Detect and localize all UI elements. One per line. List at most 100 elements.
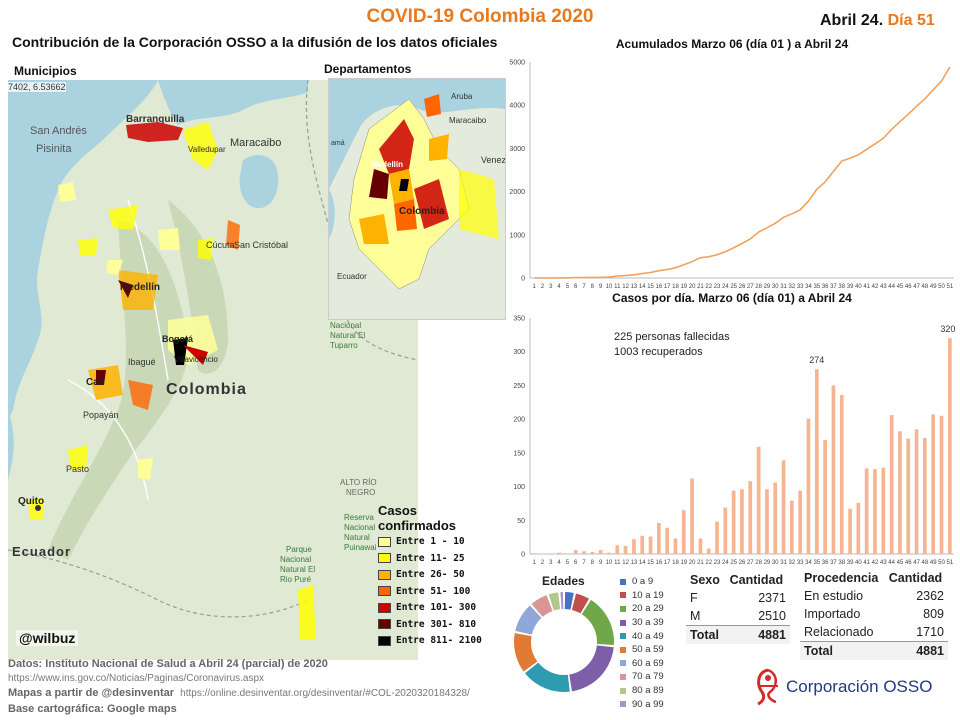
x-tick-label: 16 bbox=[656, 284, 663, 290]
x-tick-label: 15 bbox=[647, 560, 654, 566]
daily-bar bbox=[731, 490, 736, 554]
daily-bar bbox=[607, 552, 611, 554]
procedencia-header: Procedencia bbox=[804, 571, 879, 585]
map-legend: Casos confirmados Entre 1 - 10 Entre 11- … bbox=[378, 503, 496, 649]
x-tick-label: 19 bbox=[680, 284, 687, 290]
deaths-note: 225 personas fallecidas bbox=[614, 331, 730, 343]
x-tick-label: 32 bbox=[789, 284, 796, 290]
daily-bar bbox=[906, 438, 911, 554]
x-tick-label: 28 bbox=[755, 284, 762, 290]
daily-bar bbox=[648, 536, 653, 554]
x-tick-label: 51 bbox=[946, 560, 953, 566]
legend-item: Entre 811- 2100 bbox=[378, 633, 496, 649]
svg-text:Villavicencio: Villavicencio bbox=[174, 355, 218, 364]
daily-bar bbox=[573, 550, 578, 554]
age-slice bbox=[569, 645, 614, 692]
chart-title: Casos por día. Marzo 06 (día 01) a Abril… bbox=[612, 291, 852, 305]
age-legend-swatch bbox=[620, 687, 626, 694]
svg-text:Parque: Parque bbox=[286, 545, 312, 554]
departamentos-label: Departamentos bbox=[324, 62, 412, 76]
legend-label: Entre 51- 100 bbox=[396, 585, 471, 597]
svg-text:Nacional: Nacional bbox=[280, 555, 311, 564]
legend-rows: Entre 1 - 10 Entre 11- 25 Entre 26- 50 Entr… bbox=[378, 534, 496, 649]
cumulative-series-line bbox=[534, 66, 951, 279]
legend-item: Entre 101- 300 bbox=[378, 600, 496, 616]
cell: 4881 bbox=[884, 641, 948, 660]
x-tick-label: 15 bbox=[647, 284, 654, 290]
x-tick-label: 31 bbox=[780, 284, 787, 290]
legend-label: Entre 11- 25 bbox=[396, 552, 465, 564]
procedencia-table: Procedencia Cantidad En estudio 2362 Impo… bbox=[800, 569, 948, 660]
svg-text:Rio Puré: Rio Puré bbox=[280, 575, 312, 584]
daily-bar bbox=[815, 369, 819, 554]
total-row: Total 4881 bbox=[800, 641, 948, 660]
departamentos-map[interactable]: Aruba Maracaibo Venez Medellín Colombia … bbox=[328, 78, 506, 320]
y-tick-label: 50 bbox=[517, 518, 525, 525]
svg-text:Barranquilla: Barranquilla bbox=[126, 114, 185, 125]
cell: Total bbox=[800, 641, 885, 660]
footer-maps-url[interactable]: https://online.desinventar.org/desinvent… bbox=[180, 688, 470, 699]
age-legend-label: 10 a 19 bbox=[632, 589, 664, 601]
x-tick-label: 48 bbox=[922, 560, 929, 566]
x-tick-label: 11 bbox=[614, 284, 621, 290]
x-tick-label: 34 bbox=[805, 560, 812, 566]
x-tick-label: 50 bbox=[938, 560, 945, 566]
svg-text:Natural: Natural bbox=[344, 533, 370, 542]
recovered-note: 1003 recuperados bbox=[614, 346, 703, 358]
age-legend-item: 50 a 59 bbox=[620, 643, 664, 657]
x-tick-label: 21 bbox=[697, 560, 704, 566]
age-legend-swatch bbox=[620, 660, 626, 667]
x-tick-label: 39 bbox=[847, 560, 854, 566]
x-tick-label: 6 bbox=[574, 284, 578, 290]
x-tick-label: 49 bbox=[930, 284, 937, 290]
svg-text:ALTO RÍO: ALTO RÍO bbox=[340, 478, 377, 487]
x-tick-label: 45 bbox=[897, 284, 904, 290]
x-tick-label: 5 bbox=[566, 560, 570, 566]
age-legend-item: 80 a 89 bbox=[620, 684, 664, 698]
x-tick-label: 45 bbox=[897, 560, 904, 566]
legend-item: Entre 26- 50 bbox=[378, 567, 496, 583]
x-tick-label: 17 bbox=[664, 284, 671, 290]
x-tick-label: 40 bbox=[855, 284, 862, 290]
x-tick-label: 14 bbox=[639, 560, 646, 566]
x-tick-label: 10 bbox=[606, 560, 613, 566]
x-tick-label: 23 bbox=[714, 284, 721, 290]
svg-text:Popayán: Popayán bbox=[83, 410, 119, 420]
daily-bar bbox=[615, 545, 620, 554]
x-tick-label: 26 bbox=[739, 284, 746, 290]
age-legend-label: 60 a 69 bbox=[632, 657, 664, 669]
daily-bar bbox=[765, 489, 769, 554]
x-tick-label: 7 bbox=[582, 560, 586, 566]
legend-item: Entre 1 - 10 bbox=[378, 534, 496, 550]
age-legend-label: 50 a 59 bbox=[632, 644, 664, 656]
x-tick-label: 13 bbox=[631, 284, 638, 290]
x-tick-label: 24 bbox=[722, 560, 729, 566]
footer-source-url[interactable]: https://www.ins.gov.co/Noticias/Paginas/… bbox=[8, 672, 265, 684]
age-legend-label: 20 a 29 bbox=[632, 603, 664, 615]
daily-bar bbox=[939, 415, 944, 554]
sexo-table: Sexo Cantidad F 2371 M 2510 Total 4881 bbox=[686, 571, 790, 644]
x-tick-label: 1 bbox=[532, 560, 536, 566]
x-tick-label: 22 bbox=[705, 560, 712, 566]
age-legend-label: 90 a 99 bbox=[632, 698, 664, 710]
age-slice bbox=[514, 633, 538, 672]
table-row: M 2510 bbox=[686, 607, 790, 626]
x-tick-label: 35 bbox=[813, 284, 820, 290]
age-legend: 0 a 9 10 a 19 20 a 29 30 a 39 40 a 49 50 a 59… bbox=[620, 575, 664, 711]
osso-logo-icon bbox=[757, 668, 778, 706]
daily-bar bbox=[781, 460, 786, 554]
x-tick-label: 44 bbox=[888, 284, 895, 290]
svg-text:Bogotá: Bogotá bbox=[162, 334, 194, 344]
x-tick-label: 27 bbox=[747, 560, 754, 566]
svg-text:Cali: Cali bbox=[86, 377, 105, 388]
cell: En estudio bbox=[804, 589, 864, 603]
daily-bar bbox=[665, 527, 669, 554]
cell: 2362 bbox=[916, 589, 944, 603]
legend-label: Entre 1 - 10 bbox=[396, 536, 465, 548]
x-tick-label: 21 bbox=[697, 284, 704, 290]
svg-text:amá: amá bbox=[331, 140, 345, 147]
table-row: En estudio 2362 bbox=[800, 587, 948, 605]
svg-text:Nacional: Nacional bbox=[330, 321, 361, 330]
x-tick-label: 38 bbox=[838, 560, 845, 566]
daily-bar bbox=[831, 385, 836, 554]
